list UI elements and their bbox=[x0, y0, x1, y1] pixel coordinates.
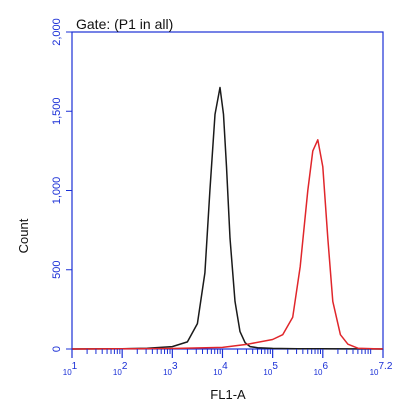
x-tick-exponent: 7.2 bbox=[379, 361, 393, 372]
y-tick-label: 1,500 bbox=[51, 97, 63, 125]
x-tick-label: 103 bbox=[163, 361, 178, 377]
y-axis: 0 500 1,000 1,500 2,000 bbox=[51, 18, 72, 352]
x-tick-label: 106 bbox=[314, 361, 329, 377]
histogram-series-line bbox=[71, 139, 384, 350]
y-tick-label: 0 bbox=[51, 346, 63, 352]
x-tick-base: 10 bbox=[63, 368, 72, 377]
x-tick-base: 10 bbox=[314, 368, 323, 377]
histogram-series-line bbox=[71, 86, 384, 350]
y-tick-label: 1,000 bbox=[51, 177, 63, 205]
y-tick-label: 500 bbox=[51, 261, 63, 279]
y-tick-label: 2,000 bbox=[51, 18, 63, 46]
x-tick-label: 102 bbox=[113, 361, 128, 377]
x-tick-base: 10 bbox=[263, 368, 272, 377]
x-tick-base: 10 bbox=[163, 368, 172, 377]
x-tick-exponent: 6 bbox=[322, 361, 328, 372]
x-tick-label: 104 bbox=[213, 361, 228, 377]
x-tick-base: 10 bbox=[370, 368, 379, 377]
y-axis-label: Count bbox=[16, 218, 31, 253]
x-tick-exponent: 1 bbox=[72, 361, 78, 372]
x-tick-exponent: 2 bbox=[122, 361, 128, 372]
x-tick-exponent: 4 bbox=[222, 361, 228, 372]
x-tick-base: 10 bbox=[213, 368, 222, 377]
x-tick-exponent: 3 bbox=[172, 361, 178, 372]
series-layer bbox=[71, 86, 384, 350]
x-tick-base: 10 bbox=[113, 368, 122, 377]
x-tick-label: 105 bbox=[263, 361, 278, 377]
x-axis-label: FL1-A bbox=[210, 387, 246, 401]
x-tick-label: 101 bbox=[63, 361, 78, 377]
x-tick-label: 107.2 bbox=[370, 361, 393, 377]
chart-title: Gate: (P1 in all) bbox=[76, 16, 173, 32]
x-tick-exponent: 5 bbox=[272, 361, 278, 372]
